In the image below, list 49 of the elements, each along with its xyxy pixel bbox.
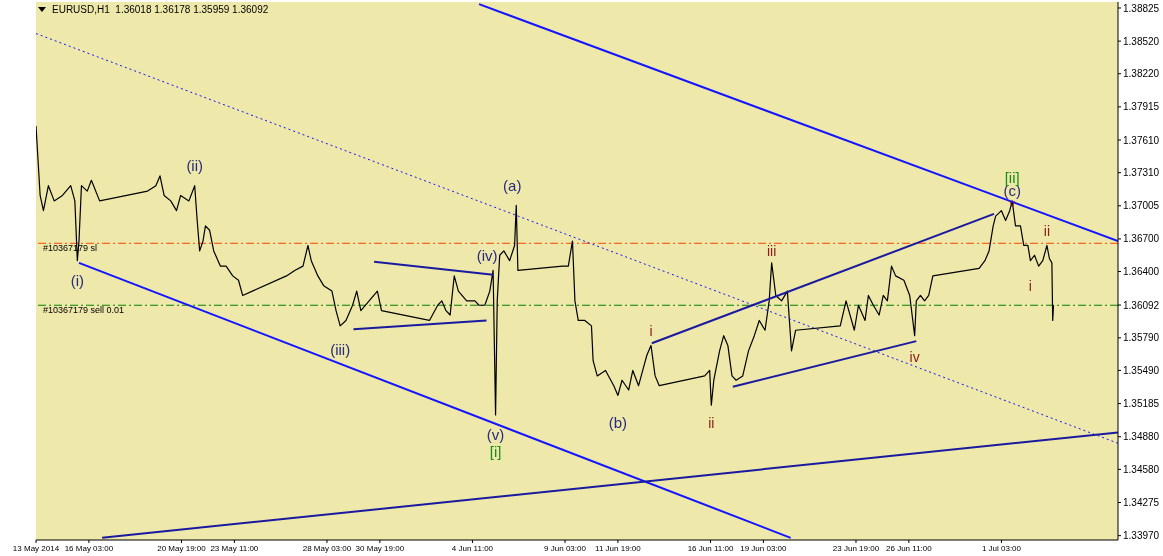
y-tick-label: 1.33970 xyxy=(1123,530,1160,542)
y-tick-label: 1.38220 xyxy=(1123,68,1160,80)
annotation: i xyxy=(1028,277,1032,294)
annotation: (v) xyxy=(486,426,505,444)
x-tick-label: 30 May 19:00 xyxy=(355,543,405,553)
y-tick-label: 1.36092 xyxy=(1123,299,1160,311)
annotation: (iii) xyxy=(330,341,351,359)
annotation: iii xyxy=(766,242,777,259)
y-tick-label: 1.37005 xyxy=(1123,200,1160,212)
x-tick-label: 26 Jun 11:00 xyxy=(886,543,933,553)
y-tick-label: 1.34580 xyxy=(1123,463,1160,475)
y-tick-label: 1.37610 xyxy=(1123,134,1160,146)
x-tick-label: 28 May 03:00 xyxy=(302,543,352,553)
x-tick-label: 13 May 2014 xyxy=(12,543,60,553)
y-tick-label: 1.37915 xyxy=(1123,101,1160,113)
y-tick-label: 1.36700 xyxy=(1123,233,1160,245)
y-tick-label: 1.34880 xyxy=(1123,431,1160,443)
x-tick-label: 9 Jun 03:00 xyxy=(544,543,587,553)
x-tick-label: 23 May 11:00 xyxy=(210,543,259,553)
y-tick-label: 1.37310 xyxy=(1123,167,1160,179)
y-tick-label: 1.34275 xyxy=(1123,497,1160,509)
x-tick-label: 20 May 19:00 xyxy=(157,543,207,553)
annotation: ii xyxy=(1043,223,1051,240)
x-tick-label: 19 Jun 03:00 xyxy=(740,543,788,553)
annotation: (ii) xyxy=(186,157,204,175)
ref-line-label: #10367179 sell 0.01 xyxy=(43,304,125,315)
chart-title: EURUSD,H1 1.36018 1.36178 1.35959 1.36092 xyxy=(52,4,269,15)
annotation: (iv) xyxy=(476,246,498,264)
x-tick-label: 11 Jun 19:00 xyxy=(595,543,642,553)
annotation: iv xyxy=(909,348,920,365)
x-tick-label: 23 Jun 19:00 xyxy=(832,543,880,553)
y-tick-label: 1.38520 xyxy=(1123,35,1160,47)
x-tick-label: 16 Jun 11:00 xyxy=(687,543,734,553)
y-tick-label: 1.35790 xyxy=(1123,332,1160,344)
annotation: v xyxy=(1009,196,1016,209)
x-tick-label: 4 Jun 11:00 xyxy=(451,543,494,553)
annotation: [i] xyxy=(489,443,502,461)
annotation: (b) xyxy=(608,413,628,431)
annotation: (i) xyxy=(70,272,84,289)
x-tick-label: 16 May 03:00 xyxy=(64,543,114,553)
annotation: (a) xyxy=(503,176,522,194)
line-series xyxy=(36,125,1055,416)
y-tick-label: 1.38825 xyxy=(1123,2,1160,14)
y-tick-label: 1.36400 xyxy=(1123,266,1160,278)
y-tick-label: 1.35490 xyxy=(1123,365,1160,376)
x-tick-label: 1 Jul 03:00 xyxy=(981,543,1022,553)
annotation: i xyxy=(649,323,653,340)
y-tick-label: 1.35185 xyxy=(1123,398,1160,410)
annotation: ii xyxy=(708,415,715,432)
